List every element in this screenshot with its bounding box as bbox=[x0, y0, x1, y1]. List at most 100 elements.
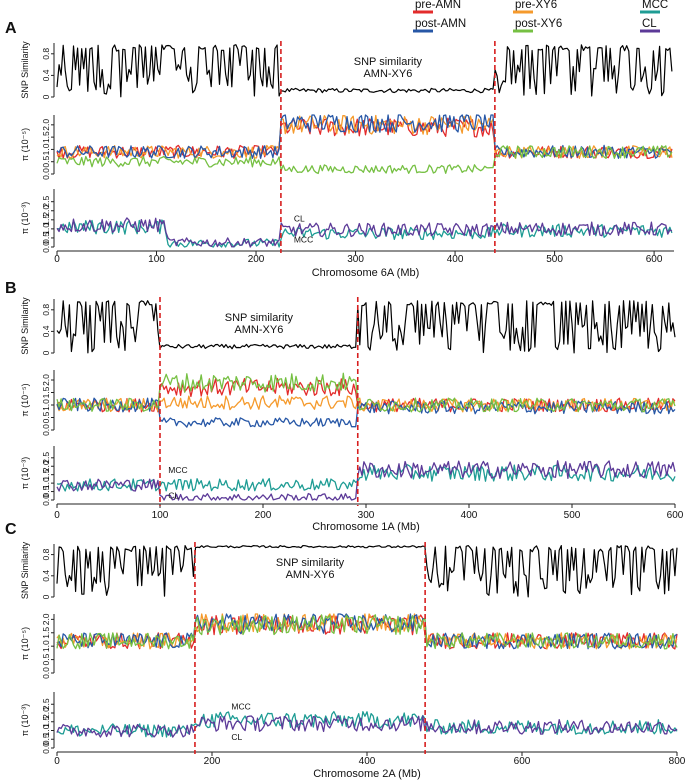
similarity-annotation: AMN-XY6 bbox=[363, 68, 412, 80]
y-tick-label: 0.8 bbox=[41, 48, 51, 60]
cl-line-CL bbox=[56, 217, 673, 248]
y-axis-label: π (10⁻⁵) bbox=[20, 627, 30, 660]
y-axis: 0 0.4 0.8 SNP Similarity bbox=[20, 541, 55, 599]
x-tick-label: 800 bbox=[669, 756, 686, 767]
cl-line-MCC bbox=[56, 464, 676, 492]
series-annotation: MCC bbox=[168, 465, 187, 475]
y-axis: 0 0.4 0.8 SNP Similarity bbox=[20, 297, 55, 355]
panel-C: C 0 0.4 0.8 SNP Similarity SNP similarityAMN-… bbox=[5, 521, 686, 780]
legend-label: MCC bbox=[642, 0, 668, 11]
legend-label: pre-XY6 bbox=[515, 0, 557, 11]
x-tick-label: 300 bbox=[347, 254, 364, 265]
y-tick-label: 1.5 bbox=[41, 627, 51, 639]
cl-line-MCC bbox=[56, 710, 678, 738]
y-tick-label: 0.0 bbox=[41, 667, 51, 679]
y-tick-label: 1.5 bbox=[41, 386, 51, 398]
series-annotation: MCC bbox=[231, 702, 250, 712]
similarity-line bbox=[56, 44, 673, 98]
legend-item: MCC bbox=[640, 0, 668, 14]
panel-A: A 0 0.4 0.8 SNP Similarity SNP similarityAMN-… bbox=[5, 20, 674, 279]
y-tick-label: 0.0 bbox=[41, 494, 51, 506]
legend-item: CL bbox=[640, 18, 660, 33]
x-tick-label: 500 bbox=[564, 510, 581, 521]
series-annotation: MCC bbox=[294, 234, 313, 244]
y-axis-label: π (10⁻⁵) bbox=[20, 128, 30, 161]
y-tick-label: 2.0 bbox=[41, 205, 51, 217]
x-axis-label: Chromosome 2A (Mb) bbox=[313, 768, 421, 780]
y-tick-label: 1.5 bbox=[41, 469, 51, 481]
y-axis: 0.00.51.01.52.02.5 π (10⁻³) bbox=[20, 446, 55, 506]
cl-line-CL bbox=[56, 460, 676, 501]
y-tick-label: 0 bbox=[41, 594, 51, 599]
y-tick-label: 2.0 bbox=[41, 707, 51, 719]
y-tick-label: 0.5 bbox=[41, 733, 51, 745]
panel-label: C bbox=[5, 521, 17, 538]
x-tick-label: 400 bbox=[359, 756, 376, 767]
legend-item: pre-XY6 bbox=[513, 0, 557, 14]
x-tick-label: 400 bbox=[447, 254, 464, 265]
y-tick-label: 2.0 bbox=[41, 374, 51, 386]
legend-label: post-XY6 bbox=[515, 18, 562, 30]
x-tick-label: 600 bbox=[646, 254, 663, 265]
y-tick-label: 1.5 bbox=[41, 214, 51, 226]
similarity-annotation: AMN-XY6 bbox=[286, 569, 335, 581]
y-axis: 0.0 0.51.01.5 2.0 π (10⁻⁵) bbox=[20, 613, 55, 679]
y-tick-label: 2.5 bbox=[41, 452, 51, 464]
x-tick-label: 200 bbox=[248, 254, 265, 265]
x-tick-label: 100 bbox=[152, 510, 169, 521]
y-axis: 0 0.4 0.8 SNP Similarity bbox=[20, 41, 55, 99]
similarity-annotation: SNP similarity bbox=[225, 312, 294, 324]
y-tick-label: 1.0 bbox=[41, 640, 51, 652]
y-axis: 0.00.51.01.52.02.5 π (10⁻³) bbox=[20, 189, 55, 253]
pi-line-post-AMN bbox=[56, 114, 673, 159]
y-axis-label: SNP Similarity bbox=[20, 297, 30, 355]
y-tick-label: 0.0 bbox=[41, 424, 51, 436]
y-tick-label: 1.0 bbox=[41, 724, 51, 736]
x-tick-label: 300 bbox=[358, 510, 375, 521]
y-axis-label: π (10⁻³) bbox=[20, 202, 30, 234]
y-tick-label: 1.0 bbox=[41, 223, 51, 235]
similarity-line bbox=[56, 300, 676, 354]
cl-line-CL bbox=[56, 715, 678, 738]
y-tick-label: 0.5 bbox=[41, 653, 51, 665]
y-tick-label: 2.0 bbox=[41, 119, 51, 131]
y-tick-label: 0.0 bbox=[41, 168, 51, 180]
panel-label: A bbox=[5, 20, 17, 37]
y-tick-label: 0.5 bbox=[41, 232, 51, 244]
similarity-annotation: AMN-XY6 bbox=[234, 324, 283, 336]
x-tick-label: 200 bbox=[204, 756, 221, 767]
x-tick-label: 0 bbox=[54, 254, 60, 265]
y-tick-label: 2.5 bbox=[41, 698, 51, 710]
y-tick-label: 2.0 bbox=[41, 460, 51, 472]
pi-line-post-XY6 bbox=[56, 614, 678, 650]
y-axis: 0.00.51.01.52.02.5 π (10⁻³) bbox=[20, 692, 55, 754]
x-tick-label: 100 bbox=[148, 254, 165, 265]
legend-label: CL bbox=[642, 18, 657, 30]
x-tick-label: 0 bbox=[54, 756, 60, 767]
x-axis: 0 100 200 300 400 500 600 Chromosome 1A (Mb) bbox=[54, 503, 684, 533]
y-tick-label: 2.0 bbox=[41, 613, 51, 625]
series-annotation: CL bbox=[294, 214, 305, 224]
y-tick-label: 0.4 bbox=[41, 325, 51, 337]
y-axis: 0.00.51.01.52.0π (10⁻⁵) bbox=[20, 370, 55, 436]
legend-item: post-XY6 bbox=[513, 18, 562, 33]
x-axis: 0 100 200 300 400 500 600 Chromosome 6A (Mb) bbox=[54, 250, 674, 279]
series-annotation: CL bbox=[231, 732, 242, 742]
y-axis-label: SNP Similarity bbox=[20, 541, 30, 599]
y-axis-label: π (10⁻⁵) bbox=[20, 383, 30, 416]
legend-label: pre-AMN bbox=[415, 0, 461, 11]
legend-label: post-AMN bbox=[415, 18, 466, 30]
y-tick-label: 0 bbox=[41, 94, 51, 99]
y-tick-label: 0.5 bbox=[41, 156, 51, 168]
y-tick-label: 1.5 bbox=[41, 716, 51, 728]
x-tick-label: 600 bbox=[514, 756, 531, 767]
y-tick-label: 0.0 bbox=[41, 241, 51, 253]
x-axis-label: Chromosome 6A (Mb) bbox=[312, 267, 420, 279]
similarity-line bbox=[56, 545, 678, 598]
y-tick-label: 0.5 bbox=[41, 485, 51, 497]
y-tick-label: 0.4 bbox=[41, 570, 51, 582]
similarity-annotation: SNP similarity bbox=[276, 557, 345, 569]
y-tick-label: 0.8 bbox=[41, 548, 51, 560]
x-axis: 0 200 400 600 800 Chromosome 2A (Mb) bbox=[54, 751, 686, 780]
